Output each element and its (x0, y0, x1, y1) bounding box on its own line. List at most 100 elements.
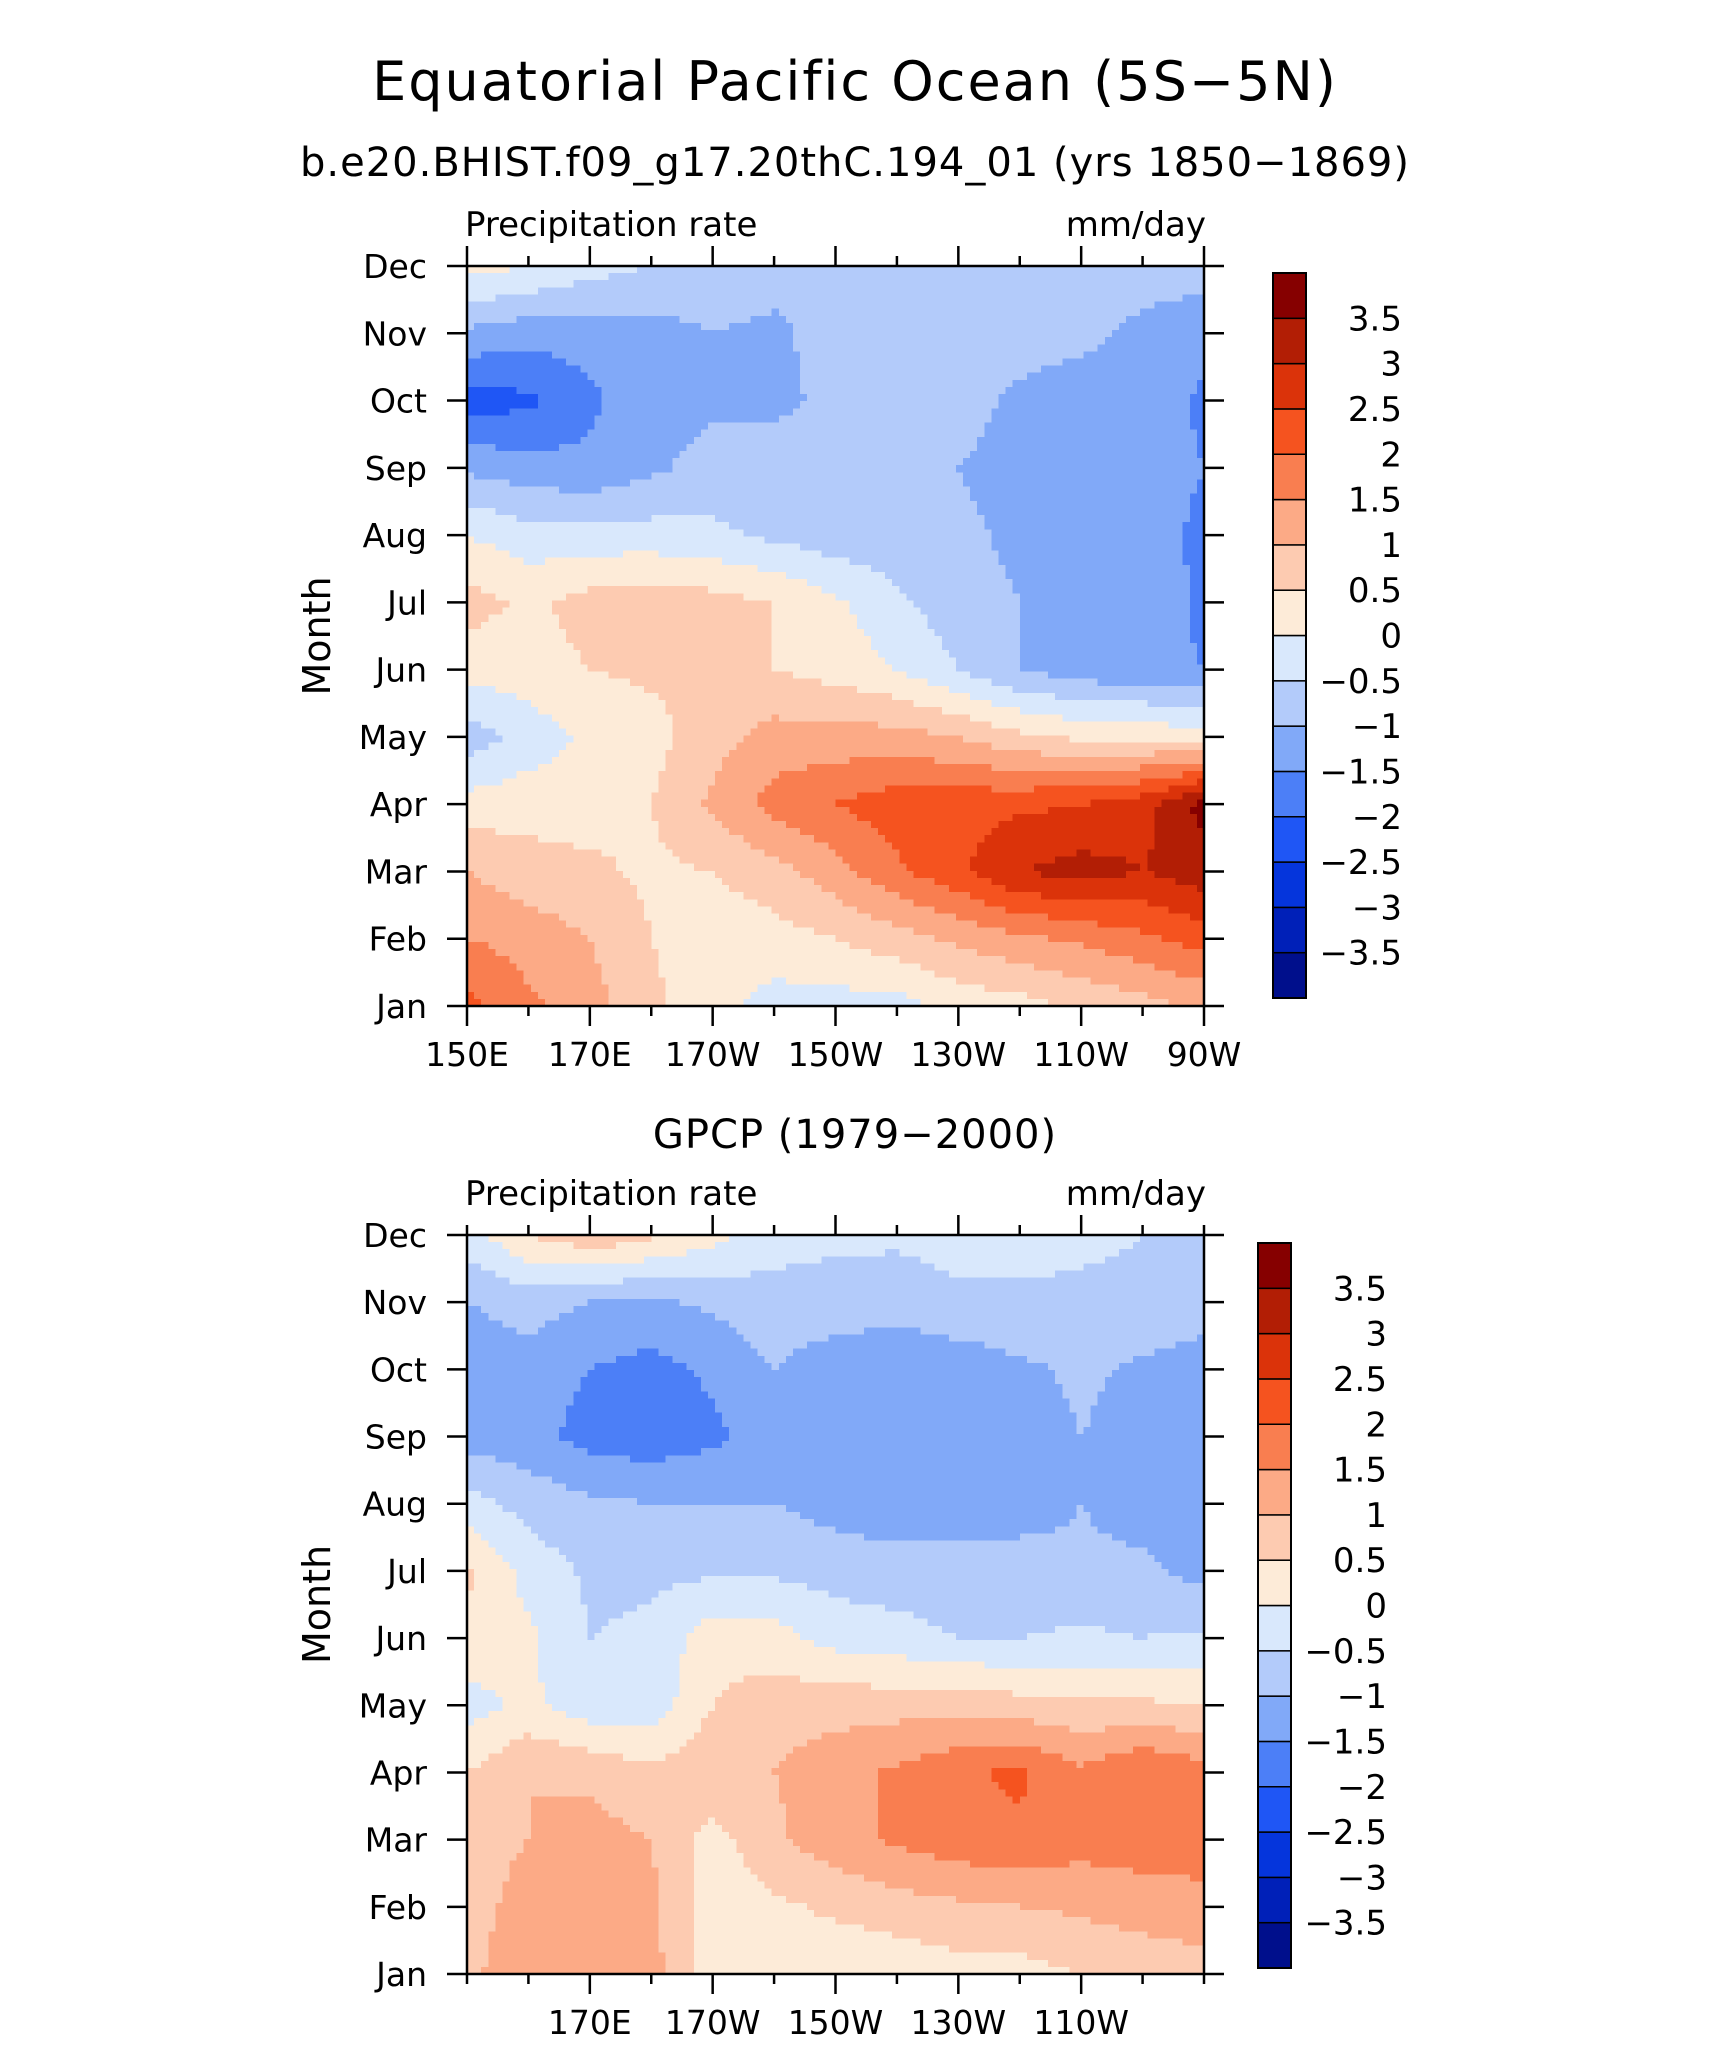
panel1-contour-cell (629, 493, 638, 502)
panel1-contour-cell (559, 386, 567, 395)
panel1-contour-cell (1012, 287, 1021, 296)
panel1-contour-cell (488, 365, 496, 374)
panel1-contour-cell (1055, 486, 1063, 495)
panel1-contour-cell (870, 394, 879, 402)
panel1-contour-cell (707, 322, 716, 331)
panel1-contour-cell (700, 372, 709, 381)
panel1-contour-cell (878, 586, 886, 594)
panel1-contour-cell (1019, 522, 1028, 530)
panel1-contour-cell (1196, 330, 1205, 338)
panel1-contour-cell (1019, 564, 1028, 573)
panel1-contour-cell (481, 401, 489, 409)
panel1-contour-cell (700, 550, 709, 559)
panel1-contour-cell (792, 486, 801, 495)
panel1-contour-cell (1097, 344, 1106, 352)
panel1-contour-cell (1019, 273, 1028, 281)
panel1-contour-cell (651, 586, 659, 594)
panel1-contour-cell (878, 536, 886, 545)
panel1-contour-cell (785, 273, 794, 281)
panel1-contour-cell (785, 493, 794, 502)
panel1-contour-cell (1189, 365, 1198, 374)
panel1-contour-cell (1111, 308, 1120, 317)
panel1-contour-cell (729, 550, 737, 559)
panel1-contour-cell (1182, 493, 1191, 502)
panel1-contour-cell (778, 543, 787, 552)
panel1-contour-cell (750, 522, 759, 530)
panel1-contour-cell (1090, 301, 1099, 310)
panel1-contour-cell (963, 593, 971, 602)
panel1-contour-cell (587, 422, 596, 431)
panel1-contour-cell (899, 266, 907, 274)
panel1-contour-cell (1055, 529, 1063, 537)
panel1-contour-cell (863, 308, 872, 317)
panel1-contour-cell (474, 344, 482, 352)
panel1-contour-cell (537, 422, 546, 431)
panel1-contour-cell (757, 287, 766, 296)
panel1-contour-cell (1168, 458, 1177, 466)
panel1-contour-cell (707, 564, 716, 573)
panel1-contour-cell (1118, 557, 1127, 566)
panel1-contour-cell (998, 571, 1007, 580)
panel1-contour-cell (707, 593, 716, 602)
panel1-contour-cell (984, 308, 993, 317)
panel1-contour-cell (1111, 600, 1120, 609)
panel1-contour-cell (509, 394, 518, 402)
panel1-contour-cell (629, 451, 638, 459)
panel1-contour-cell (1196, 500, 1205, 509)
panel1-contour-cell (828, 536, 837, 545)
panel1-contour-cell (488, 543, 496, 552)
panel1-contour-cell (1147, 493, 1155, 502)
panel1-contour-cell (1076, 322, 1085, 331)
panel1-contour-cell (934, 287, 943, 296)
panel1-contour-cell (1026, 593, 1035, 602)
panel1-contour-cell (991, 465, 1000, 473)
panel1-contour-cell (601, 365, 610, 374)
panel1-contour-cell (899, 579, 907, 587)
panel1-contour-cell (743, 451, 752, 459)
panel1-contour-cell (998, 287, 1007, 296)
panel1-contour-cell (1196, 543, 1205, 552)
panel1-contour-cell (587, 515, 596, 523)
panel1-contour-cell (516, 415, 525, 424)
panel1-contour-cell (580, 330, 589, 338)
panel1-contour-cell (991, 451, 1000, 459)
panel1-contour-cell (651, 266, 659, 274)
panel1-contour-cell (955, 458, 964, 466)
panel1-contour-cell (644, 351, 652, 360)
panel1-contour-cell (1069, 493, 1078, 502)
panel1-contour-cell (1161, 507, 1170, 516)
panel1-contour-cell (509, 543, 518, 552)
panel1-contour-cell (984, 344, 993, 352)
panel1-contour-cell (1133, 479, 1141, 488)
panel1-contour-cell (785, 287, 794, 296)
panel1-contour-cell (1118, 315, 1127, 324)
panel1-contour-cell (629, 273, 638, 281)
panel1-contour-cell (1140, 358, 1148, 367)
panel1-contour-cell (629, 557, 638, 566)
panel1-contour-cell (573, 415, 581, 424)
panel1-contour-cell (743, 500, 752, 509)
panel1-contour-cell (1041, 465, 1049, 473)
panel1-contour-cell (941, 571, 950, 580)
panel1-contour-cell (1055, 365, 1063, 374)
panel1-contour-cell (693, 586, 702, 594)
panel1-contour-cell (537, 579, 546, 587)
panel1-contour-cell (594, 287, 603, 296)
panel1-contour-cell (1090, 493, 1099, 502)
panel1-contour-cell (1111, 586, 1120, 594)
panel1-contour-cell (693, 529, 702, 537)
panel1-contour-cell (587, 472, 596, 481)
panel1-contour-cell (587, 522, 596, 530)
panel1-contour-cell (1076, 401, 1085, 409)
panel1-contour-cell (736, 500, 744, 509)
panel1-contour-cell (544, 550, 553, 559)
panel1-contour-cell (963, 458, 971, 466)
panel1-contour-cell (899, 458, 907, 466)
panel1-contour-cell (800, 465, 808, 473)
panel1-contour-cell (637, 365, 645, 374)
panel1-contour-cell (970, 358, 978, 367)
panel1-contour-cell (800, 458, 808, 466)
panel1-contour-cell (559, 543, 567, 552)
panel1-contour-cell (729, 600, 737, 609)
panel1-contour-cell (1026, 294, 1035, 303)
